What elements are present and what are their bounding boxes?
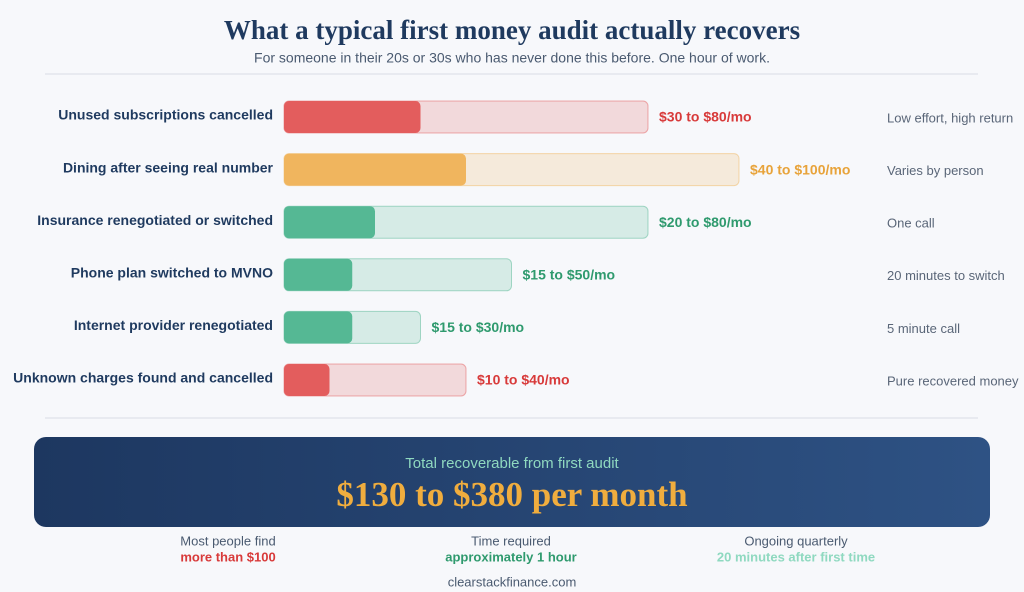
- note: 20 minutes to switch: [887, 268, 1005, 283]
- category-label: Internet provider renegotiated: [74, 317, 273, 333]
- value-label: $10 to $40/mo: [477, 372, 570, 388]
- note: 5 minute call: [887, 321, 960, 336]
- summary-label: Total recoverable from first audit: [405, 455, 619, 472]
- footer: clearstackfinance.com: [448, 574, 577, 589]
- note: Varies by person: [887, 163, 984, 178]
- category-label: Phone plan switched to MVNO: [71, 265, 273, 281]
- range-bar-low: [284, 206, 375, 239]
- note: One call: [887, 216, 935, 231]
- stat-value: 20 minutes after first time: [717, 549, 875, 564]
- note: Pure recovered money: [887, 373, 1019, 388]
- stat-value: approximately 1 hour: [445, 549, 576, 564]
- value-label: $15 to $30/mo: [432, 319, 525, 335]
- category-label: Dining after seeing real number: [63, 159, 274, 175]
- range-bar-low: [284, 101, 421, 133]
- stat-label: Most people find: [180, 533, 275, 548]
- category-label: Insurance renegotiated or switched: [37, 212, 273, 228]
- summary-box: [34, 437, 990, 527]
- value-label: $40 to $100/mo: [750, 161, 850, 177]
- value-label: $20 to $80/mo: [659, 214, 752, 230]
- value-label: $15 to $50/mo: [523, 267, 616, 283]
- range-bar-low: [284, 364, 330, 396]
- category-label: Unused subscriptions cancelled: [58, 107, 273, 123]
- range-bar-low: [284, 311, 353, 344]
- value-label: $30 to $80/mo: [659, 109, 752, 125]
- range-bar-low: [284, 153, 466, 186]
- stat-label: Time required: [471, 533, 551, 548]
- stat-label: Ongoing quarterly: [744, 533, 848, 548]
- category-label: Unknown charges found and cancelled: [13, 370, 273, 386]
- stat-value: more than $100: [180, 549, 275, 564]
- subtitle: For someone in their 20s or 30s who has …: [254, 50, 770, 66]
- note: Low effort, high return: [887, 110, 1013, 125]
- range-bar-low: [284, 258, 353, 291]
- summary-value: $130 to $380 per month: [336, 475, 687, 514]
- title: What a typical first money audit actuall…: [224, 15, 800, 45]
